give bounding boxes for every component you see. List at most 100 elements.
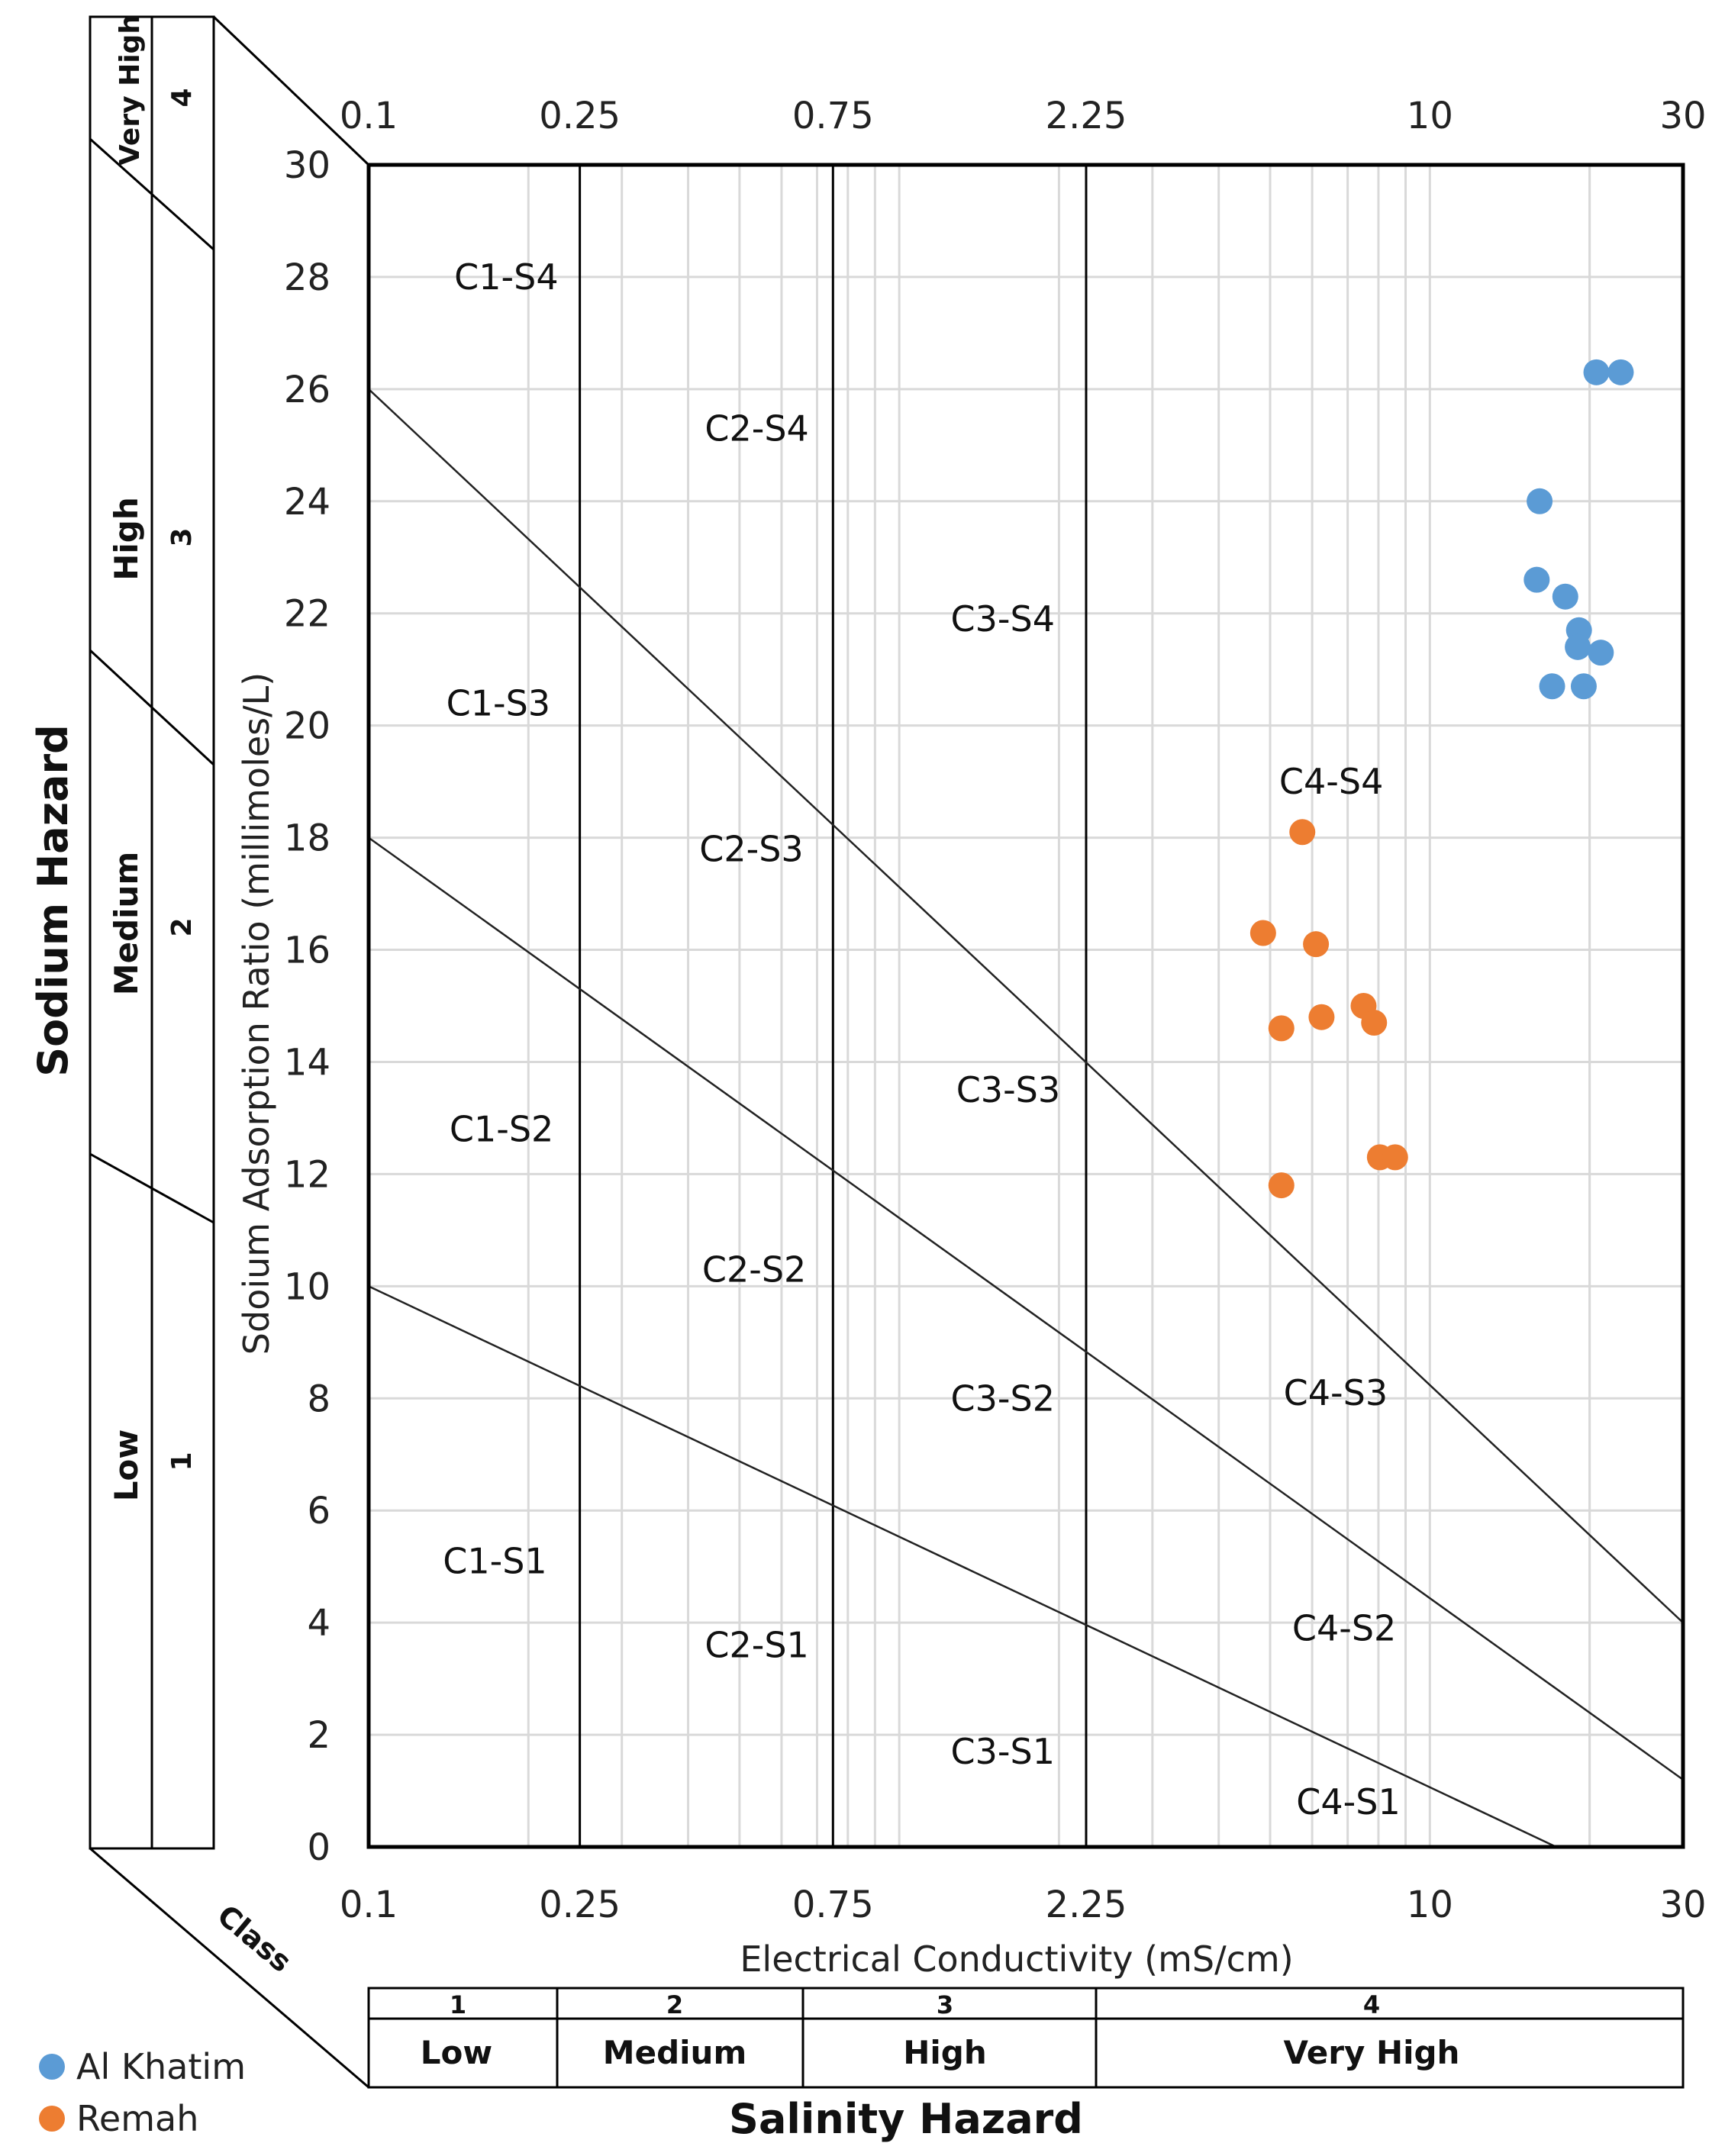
y-tick-label: 6 — [307, 1490, 330, 1532]
sodium-connector-top — [212, 15, 370, 166]
x-tick-label-bottom: 0.1 — [340, 1884, 398, 1926]
salinity-level-number-1: 1 — [450, 1990, 466, 2019]
zone-label-c4-s3: C4-S3 — [1284, 1372, 1388, 1413]
zone-label-c1-s4: C1-S4 — [454, 256, 558, 298]
point-remah — [1308, 1004, 1335, 1030]
sodium-hazard-labels: Sodium Hazard Very High 4 High 3 Medium … — [29, 15, 198, 1501]
salinity-level-low: Low — [421, 2034, 492, 2071]
plot-frame — [366, 163, 1685, 1849]
zone-label-c4-s2: C4-S2 — [1292, 1607, 1396, 1648]
y-tick-label: 18 — [284, 817, 330, 860]
zone-label-c1-s2: C1-S2 — [450, 1109, 553, 1150]
zone-labels: C1-S4 C2-S4 C3-S4 C1-S3 C4-S4 C2-S3 C3-S3 C1-S2… — [443, 256, 1400, 1822]
sodium-connector-bottom — [89, 1847, 369, 2089]
salinity-hazard-panel — [367, 1987, 1685, 2089]
class-label: Class — [211, 1898, 298, 1979]
sodium-level-number-2: 2 — [166, 917, 198, 936]
y-tick-label: 14 — [284, 1041, 330, 1084]
x-tick-label-top: 30 — [1659, 95, 1706, 137]
hazard-line-s3-s4 — [368, 388, 1684, 1624]
legend-label-remah: Remah — [76, 2098, 198, 2139]
sodium-hazard-title: Sodium Hazard — [29, 724, 77, 1076]
class-boundary-lines — [579, 165, 1088, 1847]
y-tick-label: 16 — [284, 930, 330, 972]
x-tick-label-bottom: 0.25 — [539, 1884, 621, 1926]
gridlines — [369, 163, 1683, 1848]
y-tick-label: 30 — [284, 144, 330, 187]
zone-label-c3-s2: C3-S2 — [951, 1378, 1055, 1419]
point-al-khatim — [1527, 488, 1553, 514]
y-tick-label: 24 — [284, 481, 330, 524]
salinity-level-number-2: 2 — [666, 1990, 683, 2019]
y-tick-label: 10 — [284, 1265, 330, 1308]
y-tick-label: 26 — [284, 369, 330, 411]
point-al-khatim — [1539, 673, 1565, 700]
point-al-khatim — [1583, 359, 1610, 385]
point-al-khatim — [1565, 633, 1591, 660]
zone-label-c3-s3: C3-S3 — [956, 1069, 1060, 1110]
sodium-level-number-3: 3 — [166, 527, 198, 546]
sodium-boundary-2-1 — [89, 1152, 214, 1224]
x-axis-ticks-top: 0.1 0.25 0.75 2.25 10 30 — [340, 95, 1707, 137]
point-remah — [1268, 1172, 1295, 1199]
zone-label-c3-s1: C3-S1 — [951, 1731, 1055, 1772]
y-tick-label: 12 — [284, 1153, 330, 1196]
zone-label-c1-s3: C1-S3 — [447, 682, 550, 724]
salinity-level-very-high: Very High — [1284, 2034, 1460, 2071]
sodium-level-very-high: Very High — [114, 15, 146, 166]
sodium-level-number-4: 4 — [166, 88, 198, 107]
point-remah — [1268, 1015, 1295, 1042]
point-al-khatim — [1523, 566, 1550, 593]
salinity-hazard-title: Salinity Hazard — [729, 2095, 1083, 2143]
point-remah — [1382, 1144, 1408, 1171]
x-tick-label-bottom: 0.75 — [792, 1884, 874, 1926]
y-tick-label: 22 — [284, 593, 330, 636]
sodium-boundary-4-3 — [89, 137, 215, 251]
y-axis-title: Sdoium Adsorption Ratio (millimoles/L) — [236, 672, 277, 1355]
legend-marker-remah — [39, 2106, 65, 2132]
y-tick-label: 4 — [307, 1602, 330, 1645]
hazard-line-s1-s2 — [368, 1285, 1557, 1848]
point-remah — [1289, 819, 1316, 846]
salinity-hazard-frame — [367, 1987, 1685, 2089]
zone-label-c3-s4: C3-S4 — [951, 598, 1055, 640]
sodium-hazard-panel — [89, 15, 370, 2089]
sodium-level-medium: Medium — [108, 852, 145, 995]
zone-label-c2-s4: C2-S4 — [705, 408, 808, 449]
salinity-level-number-3: 3 — [937, 1990, 953, 2019]
data-points — [1249, 359, 1634, 1199]
point-al-khatim — [1588, 640, 1614, 666]
zone-label-c4-s1: C4-S1 — [1296, 1781, 1400, 1822]
legend-marker-al-khatim — [39, 2054, 65, 2080]
sodium-level-number-1: 1 — [166, 1452, 198, 1471]
x-tick-label-bottom: 10 — [1407, 1884, 1453, 1926]
x-axis-title: Electrical Conductivity (mS/cm) — [740, 1938, 1293, 1980]
zone-label-c4-s4: C4-S4 — [1279, 761, 1383, 802]
y-tick-label: 2 — [307, 1714, 330, 1757]
point-remah — [1361, 1010, 1388, 1036]
x-tick-label-top: 0.25 — [539, 95, 621, 137]
y-tick-label: 0 — [307, 1826, 330, 1869]
salinity-level-medium: Medium — [603, 2034, 746, 2071]
zone-label-c1-s1: C1-S1 — [443, 1540, 547, 1581]
point-al-khatim — [1570, 673, 1597, 700]
sodium-level-high: High — [108, 497, 145, 581]
sodium-level-low: Low — [108, 1429, 145, 1501]
hazard-line-s2-s3 — [368, 836, 1684, 1781]
y-tick-label: 20 — [284, 705, 330, 748]
zone-label-c2-s1: C2-S1 — [705, 1625, 808, 1666]
x-tick-label-top: 0.75 — [792, 95, 874, 137]
point-al-khatim — [1607, 359, 1634, 385]
sodium-boundary-3-2 — [89, 649, 215, 766]
legend: Al Khatim Remah — [39, 2046, 246, 2139]
legend-label-al-khatim: Al Khatim — [76, 2046, 246, 2087]
hazard-lines — [368, 388, 1684, 1848]
point-remah — [1249, 920, 1276, 946]
y-tick-label: 8 — [307, 1378, 330, 1420]
x-tick-label-top: 0.1 — [340, 95, 398, 137]
point-remah — [1303, 931, 1330, 958]
x-axis-ticks-bottom: 0.1 0.25 0.75 2.25 10 30 — [340, 1884, 1707, 1926]
salinity-level-number-4: 4 — [1363, 1990, 1380, 2019]
zone-label-c2-s3: C2-S3 — [699, 828, 803, 869]
